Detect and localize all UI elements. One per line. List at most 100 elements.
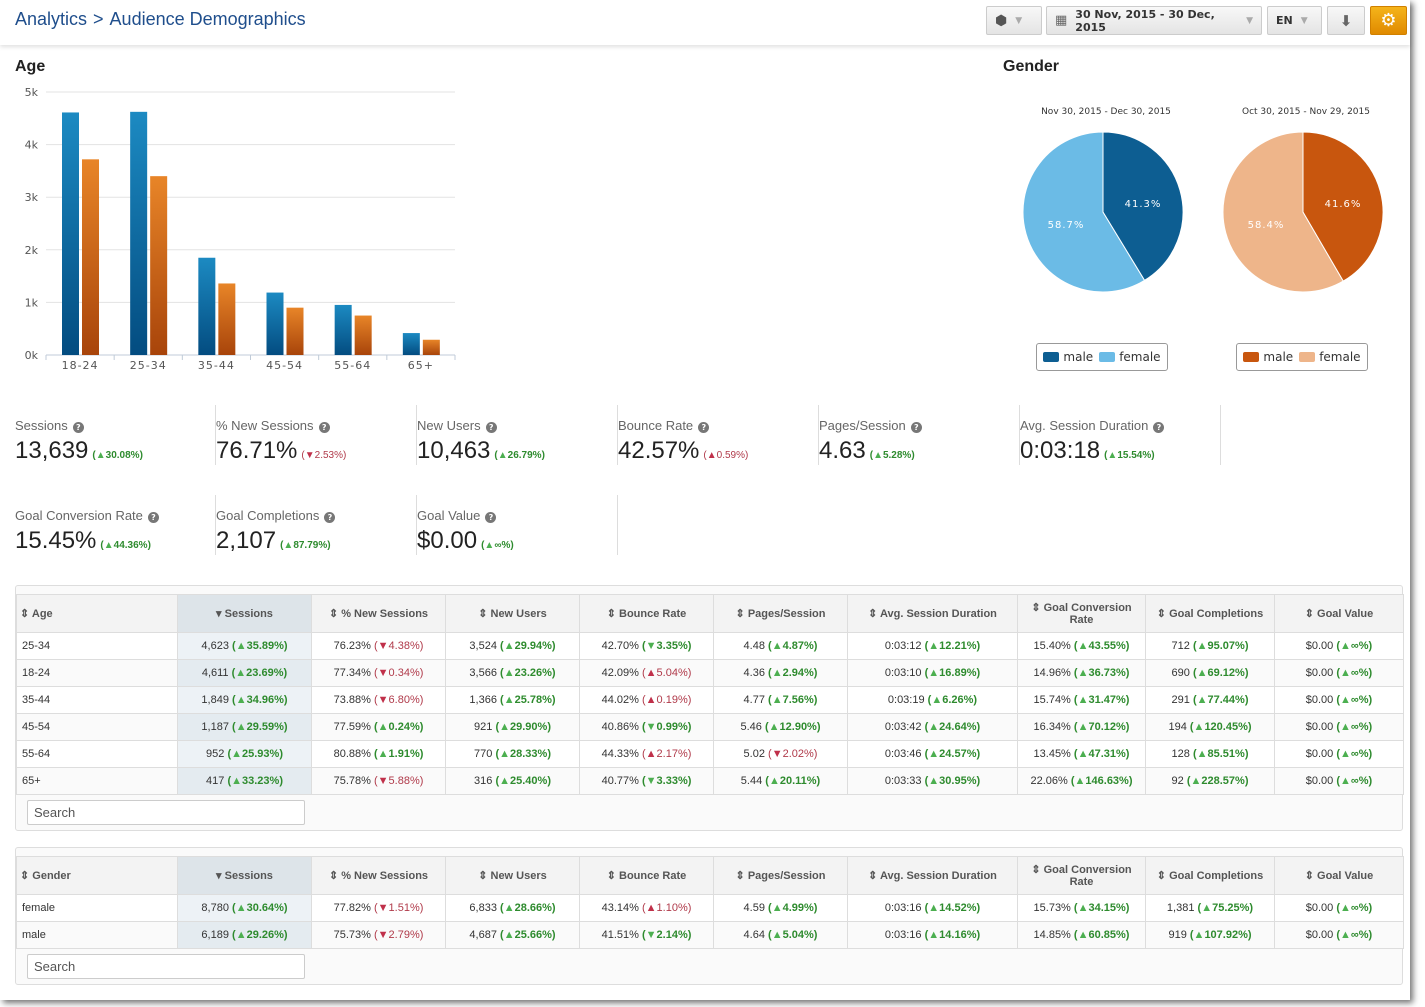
column-header[interactable]: ⇕ Goal Conversion Rate [1017,594,1146,633]
help-icon[interactable]: ? [1153,422,1165,433]
legend-female[interactable]: female [1299,350,1361,364]
column-header[interactable]: ⇕ % New Sessions [311,856,446,895]
bar-25-34-series-1[interactable] [150,176,168,355]
pie-slice-male[interactable] [1102,131,1184,282]
column-header[interactable]: ⇕ Goal Completions [1145,856,1275,895]
arrow-up-icon: ▲ [1340,694,1351,706]
arrow-up-icon: ▲ [95,450,106,461]
column-header[interactable]: ⇕ Goal Conversion Rate [1017,856,1146,895]
arrow-up-icon: ▲ [768,775,780,787]
arrow-up-icon: ▲ [235,929,247,941]
bar-18-24-series-0[interactable] [62,112,79,355]
help-icon[interactable]: ? [698,422,710,433]
pie-slice-female[interactable] [1022,131,1146,293]
pie-period-previous: Oct 30, 2015 - Nov 29, 2015 [1242,107,1370,117]
pie-legend-current: male female [1036,343,1168,371]
table-cell: 5.02 (▼2.02%) [713,740,848,768]
column-header[interactable]: ⇕ % New Sessions [311,594,446,633]
arrow-up-icon: ▲ [1340,667,1351,679]
bar-55-64-series-0[interactable] [334,304,352,355]
column-header[interactable]: ⇕ Pages/Session [713,594,848,633]
property-selector-button[interactable]: ⬢ ▼ [986,6,1042,35]
help-icon[interactable]: ? [318,422,330,433]
table-cell: 42.70% (▼3.35%) [579,632,714,660]
table-row: 65+ 417 (▲33.23%) 75.78% (▼5.88%) 316 (▲25.… [16,767,1404,795]
column-header[interactable]: ⇕ Pages/Session [713,856,848,895]
legend-female[interactable]: female [1099,350,1161,364]
gender-table: ⇕ Gender ▾ Sessions ⇕ % New Sessions ⇕ New … [16,856,1404,949]
pie-slice-male[interactable] [1302,131,1384,282]
gender-table-search-input[interactable]: Search [27,954,305,979]
download-button[interactable]: ⬇ [1327,6,1365,35]
table-cell: 0:03:33 (▲30.95%) [847,767,1018,795]
column-header[interactable]: ⇕ Goal Value [1274,594,1404,633]
column-header[interactable]: ⇕ New Users [445,856,580,895]
bar-65+-series-0[interactable] [402,333,420,355]
table-row: 25-34 4,623 (▲35.89%) 76.23% (▼4.38%) 3,524… [16,632,1404,660]
column-header-dimension[interactable]: ⇕ Age [16,594,178,633]
table-row: 18-24 4,611 (▲23.69%) 77.34% (▼0.34%) 3,566… [16,659,1404,687]
table-cell: 919 (▲107.92%) [1145,921,1275,949]
metric-new-users: New Users ? 10,463 (▲26.79%) [417,405,618,465]
arrow-up-icon: ▲ [1077,748,1089,760]
legend-male[interactable]: male [1043,350,1093,364]
table-cell: 712 (▲95.07%) [1145,632,1275,660]
column-header[interactable]: ⇕ Avg. Session Duration [847,856,1018,895]
row-dimension: 55-64 [16,740,178,768]
arrow-up-icon: ▲ [1340,640,1351,652]
bar-45-54-series-1[interactable] [286,307,304,355]
arrow-up-icon: ▲ [499,748,510,760]
bar-18-24-series-1[interactable] [82,159,99,355]
arrow-up-icon: ▲ [1077,929,1089,941]
table-cell: 4,623 (▲35.89%) [177,632,312,660]
arrow-up-icon: ▲ [1077,667,1089,679]
bar-35-44-series-1[interactable] [218,283,236,355]
chevron-down-icon: ▼ [1300,15,1308,26]
table-cell: 3,524 (▲29.94%) [445,632,580,660]
help-icon[interactable]: ? [324,512,336,523]
column-header[interactable]: ⇕ Goal Completions [1145,594,1275,633]
y-tick-label: 1k [25,296,39,309]
table-cell: $0.00 (▲∞%) [1274,632,1404,660]
arrow-up-icon: ▲ [1340,721,1351,733]
bar-55-64-series-1[interactable] [354,315,372,355]
column-header[interactable]: ▾ Sessions [177,856,312,895]
language-selector[interactable]: EN ▼ [1267,6,1322,35]
metric-goal-conversion-rate: Goal Conversion Rate ? 15.45% (▲44.36%) [15,495,216,555]
table-cell: 690 (▲69.12%) [1145,659,1275,687]
arrow-up-icon: ▲ [928,748,940,760]
pie-slice-female[interactable] [1222,131,1344,293]
bar-45-54-series-0[interactable] [266,292,284,355]
column-header-dimension[interactable]: ⇕ Gender [16,856,178,895]
table-cell: $0.00 (▲∞%) [1274,686,1404,714]
gender-title: Gender [1003,58,1060,75]
column-header[interactable]: ⇕ New Users [445,594,580,633]
arrow-up-icon: ▲ [1201,902,1213,914]
metric-value: 10,463 [417,437,491,464]
metric-delta: (▲87.79%) [280,540,331,551]
column-header[interactable]: ⇕ Goal Value [1274,856,1404,895]
column-header[interactable]: ⇕ Bounce Rate [579,856,714,895]
bar-35-44-series-0[interactable] [198,257,216,355]
header: Analytics > Audience Demographics ⬢ ▼ ▦ 30 N… [0,0,1410,45]
table-cell: $0.00 (▲∞%) [1274,659,1404,687]
help-icon[interactable]: ? [72,422,84,433]
metric-value: 4.63 [819,437,866,464]
help-icon[interactable]: ? [485,512,497,523]
settings-button[interactable]: ⚙ [1370,6,1407,35]
column-header[interactable]: ▾ Sessions [177,594,312,633]
date-range-picker[interactable]: ▦ 30 Nov, 2015 - 30 Dec, 2015 ▼ [1046,6,1262,35]
age-table: ⇕ Age ▾ Sessions ⇕ % New Sessions ⇕ New Use… [16,594,1404,795]
help-icon[interactable]: ? [148,512,159,523]
bar-25-34-series-0[interactable] [130,111,148,355]
help-icon[interactable]: ? [485,422,497,433]
column-header[interactable]: ⇕ Avg. Session Duration [847,594,1018,633]
help-icon[interactable]: ? [910,422,922,433]
arrow-up-icon: ▲ [771,929,783,941]
breadcrumb-analytics[interactable]: Analytics [15,9,88,29]
column-header[interactable]: ⇕ Bounce Rate [579,594,714,633]
legend-male[interactable]: male [1243,350,1293,364]
metric-label: Goal Value [417,508,481,523]
age-table-search-input[interactable]: Search [27,800,305,825]
bar-65+-series-1[interactable] [422,339,440,355]
